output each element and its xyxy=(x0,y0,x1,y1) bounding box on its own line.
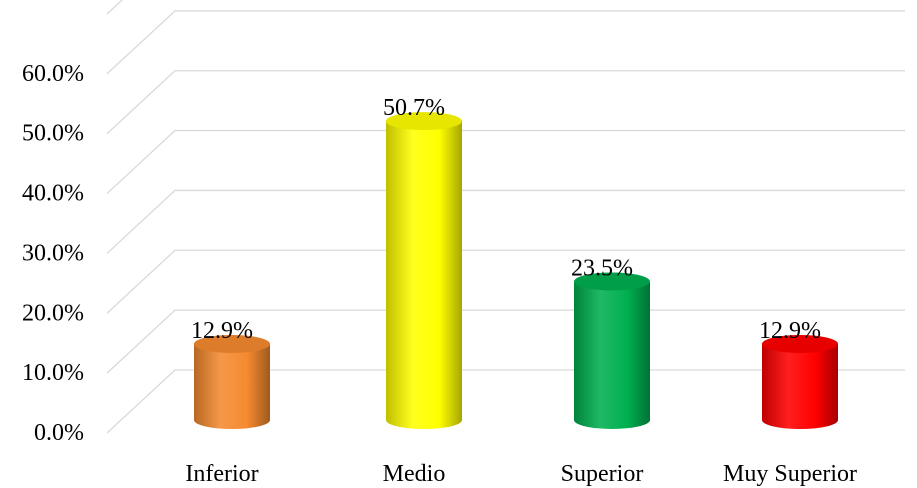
data-label: 12.9% xyxy=(191,318,253,344)
y-tick-label: 20.0% xyxy=(22,300,84,326)
bar-inferior: 12.9% xyxy=(191,318,270,429)
bar-top xyxy=(194,334,270,353)
bars: 12.9% 50.7% 23.5% 12.9% xyxy=(191,95,838,430)
x-tick-label: Muy Superior xyxy=(723,461,857,487)
x-tick-label: Inferior xyxy=(185,461,258,487)
bar-top xyxy=(762,334,838,353)
data-label: 50.7% xyxy=(383,95,445,121)
gridline xyxy=(106,0,124,15)
bar-medio: 50.7% xyxy=(383,95,462,430)
bar-top xyxy=(386,112,462,131)
gridline xyxy=(106,70,905,135)
gridline xyxy=(106,249,905,314)
y-tick-label: 0.0% xyxy=(34,420,84,446)
x-tick-label: Medio xyxy=(383,461,446,487)
data-label: 12.9% xyxy=(759,318,821,344)
gridline xyxy=(106,189,905,254)
bar-body xyxy=(762,343,838,429)
y-tick-label: 40.0% xyxy=(22,181,84,207)
bar-body xyxy=(194,343,270,429)
y-tick-label: 30.0% xyxy=(22,240,84,266)
gridline xyxy=(106,369,905,434)
gridlines xyxy=(106,0,905,434)
y-tick-label: 60.0% xyxy=(22,61,84,87)
data-label: 23.5% xyxy=(571,255,633,281)
bar-top xyxy=(574,272,650,291)
y-axis: 0.0% 10.0% 20.0% 30.0% 40.0% 50.0% 60.0% xyxy=(22,61,84,446)
y-tick-label: 50.0% xyxy=(22,121,84,147)
bar-body xyxy=(574,281,650,429)
gridline xyxy=(106,129,905,195)
x-axis: Inferior Medio Superior Muy Superior xyxy=(185,461,857,487)
bar-body xyxy=(386,121,462,430)
gridline xyxy=(106,309,905,374)
bar-superior: 23.5% xyxy=(571,255,650,429)
x-tick-label: Superior xyxy=(561,461,644,487)
y-tick-label: 10.0% xyxy=(22,360,84,386)
gridline xyxy=(106,10,905,75)
bar-muy-superior: 12.9% xyxy=(759,318,838,429)
